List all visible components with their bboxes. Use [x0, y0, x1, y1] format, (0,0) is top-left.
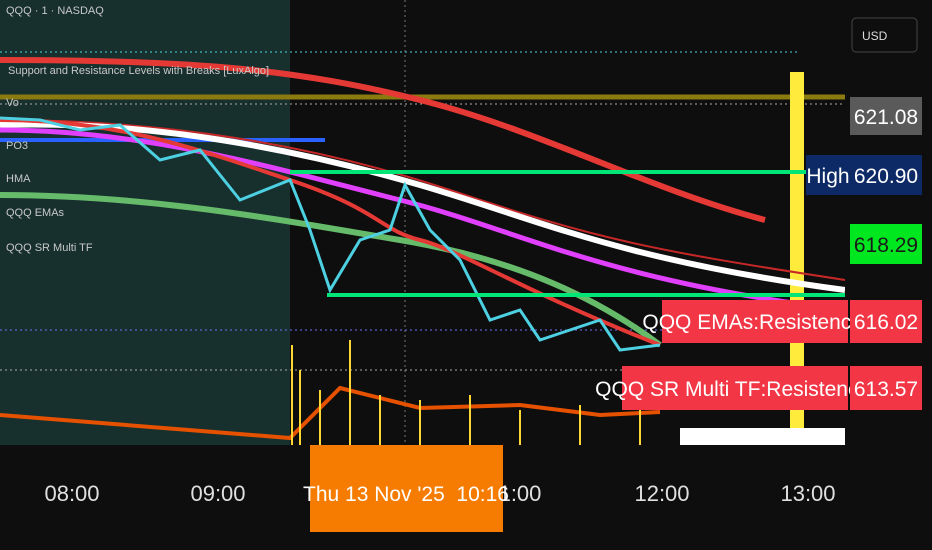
price-label: 618.29: [854, 234, 918, 257]
time-label: 09:00: [190, 481, 245, 506]
indicator: Vo: [6, 97, 19, 109]
currency-box[interactable]: [851, 17, 918, 53]
price-label: 620.90: [854, 165, 918, 188]
tag-box: [806, 155, 850, 195]
price-tag: [850, 300, 922, 343]
indicator: QQQ SR Multi TF: [6, 242, 93, 254]
ema-line: [0, 57, 766, 223]
line-tag: High: [806, 165, 849, 188]
indicator: QQQ EMAs: [6, 207, 65, 219]
time-label: 1:00: [499, 481, 542, 506]
time-label: 08:00: [44, 481, 99, 506]
indicator: HMA: [6, 173, 31, 185]
session-shade: [0, 0, 290, 445]
ema-line: [0, 119, 846, 281]
price-line: [0, 116, 661, 352]
line-tag: QQQ EMAs:Resistencia: [642, 311, 868, 334]
time-label: 12:00: [634, 481, 689, 506]
line-tag: QQQ SR Multi TF:Resistencia: [595, 378, 875, 401]
ema-line: [0, 121, 846, 293]
symbol: QQQ · 1 · NASDAQ: [6, 5, 104, 17]
price-tag: [850, 224, 922, 264]
price-tag: [850, 155, 922, 195]
cursor-box: [310, 445, 503, 532]
indicator: PO3: [6, 140, 28, 152]
price-tag: [850, 97, 922, 135]
cursor-time: Thu 13 Nov '25 10:16: [303, 483, 509, 506]
price-tag: [850, 366, 922, 410]
tag-box: [622, 366, 848, 410]
price-label: 613.57: [854, 378, 918, 401]
volume-bars: [291, 340, 641, 445]
volume-bar: [790, 72, 804, 445]
tag-box: [680, 428, 845, 445]
currency: USD: [862, 29, 888, 43]
indicator: Support and Resistance Levels with Break…: [8, 65, 269, 77]
tag-box: [662, 300, 848, 343]
time-label: 13:00: [780, 481, 835, 506]
price-label: 621.08: [854, 106, 918, 129]
ema-line: [0, 192, 662, 348]
price-label: 616.02: [854, 311, 918, 334]
ema-line: [0, 118, 661, 347]
